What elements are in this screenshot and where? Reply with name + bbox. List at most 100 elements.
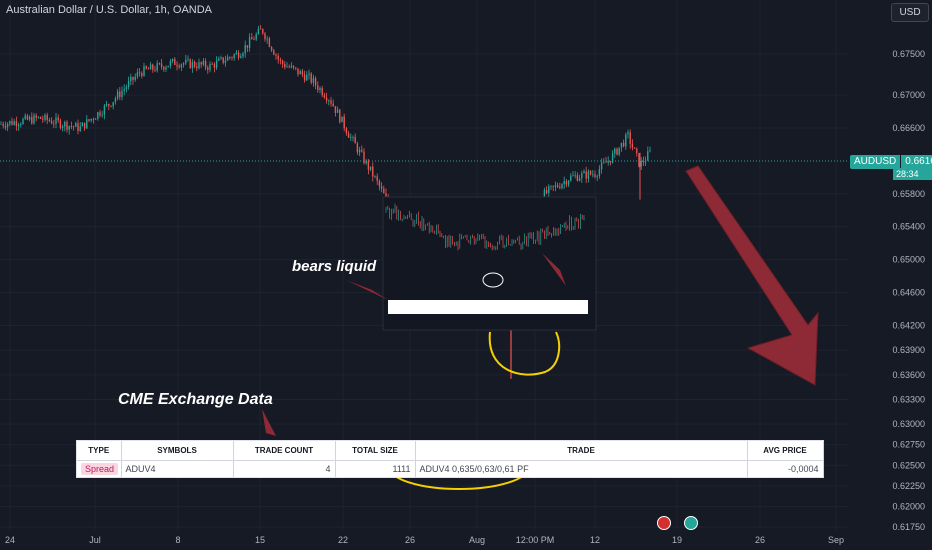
candle-body: [636, 148, 638, 154]
economic-event-flag-icon[interactable]: [684, 516, 698, 530]
candle-body: [59, 120, 62, 128]
table-row: Spread ADUV4 4 1111 ADUV4 0,635/0,63/0,6…: [77, 460, 824, 477]
inset-candles: [385, 203, 585, 251]
candle-body: [614, 148, 616, 154]
candle-body: [6, 123, 9, 128]
candle-body: [240, 56, 242, 58]
price-tick-label: 0.62250: [892, 481, 925, 491]
candle-body: [625, 134, 627, 147]
candle-body: [350, 136, 352, 138]
candle-body: [132, 76, 134, 80]
candle-body: [97, 112, 99, 119]
candle-body: [226, 57, 229, 61]
price-tick-label: 0.63000: [892, 419, 925, 429]
candle-body: [343, 116, 345, 129]
candle-body: [94, 118, 97, 120]
candle-body: [191, 62, 194, 69]
candle-body: [578, 178, 581, 181]
price-tick-label: 0.63900: [892, 345, 925, 355]
candle-body: [334, 106, 337, 113]
price-tick-label: 0.62750: [892, 440, 925, 450]
candle-body: [101, 114, 103, 116]
candle-body: [640, 160, 642, 167]
candle-body: [603, 161, 605, 163]
candle-body: [264, 33, 266, 40]
inset-screenshot: [382, 196, 597, 331]
candle-body: [561, 184, 563, 189]
candle-body: [631, 143, 634, 148]
candle-body: [378, 180, 381, 187]
annotation-arrows: [262, 165, 819, 436]
candle-body: [50, 120, 53, 124]
candle-body: [372, 166, 374, 177]
candle-body: [31, 116, 33, 124]
candle-body: [119, 91, 121, 97]
cell-trade-count: 4: [233, 460, 336, 477]
candle-body: [70, 125, 73, 127]
arrow-big-down: [685, 165, 819, 386]
candle-body: [543, 189, 546, 202]
candle-body: [237, 52, 240, 58]
bears-annotation: bears liquid: [292, 258, 377, 275]
candle-body: [204, 61, 207, 68]
candle-body: [297, 68, 299, 75]
current-price-value: 0.66160: [901, 155, 932, 169]
candle-body: [211, 63, 213, 65]
candle-body: [365, 160, 367, 164]
candle-body: [141, 73, 143, 77]
candle-body: [114, 98, 117, 102]
candle-body: [284, 63, 286, 68]
economic-event-flag-icon[interactable]: [657, 516, 671, 530]
candle-body: [53, 123, 55, 125]
candle-body: [149, 64, 152, 70]
candle-body: [251, 37, 253, 40]
candle-body: [33, 115, 35, 124]
candle-body: [222, 57, 224, 63]
time-tick-label: Jul: [89, 535, 101, 545]
price-tick-label: 0.61750: [892, 522, 925, 532]
price-tick-label: 0.67500: [892, 49, 925, 59]
candle-body: [321, 88, 323, 96]
candle-body: [215, 60, 218, 68]
time-tick-label: 22: [338, 535, 348, 545]
candle-body: [622, 142, 625, 147]
time-tick-label: 8: [175, 535, 180, 545]
candle-body: [356, 143, 359, 153]
cme-data-table: TYPE SYMBOLS TRADE COUNT TOTAL SIZE TRAD…: [76, 440, 824, 478]
candle-body: [290, 65, 293, 68]
price-tick-label: 0.62500: [892, 460, 925, 470]
candle-body: [308, 73, 310, 75]
candle-body: [638, 153, 640, 167]
candle-body: [92, 118, 95, 120]
candle-body: [592, 174, 594, 176]
candle-body: [169, 61, 172, 66]
candle-body: [286, 66, 288, 68]
candle-body: [134, 76, 136, 80]
candle-body: [295, 67, 297, 69]
candle-body: [130, 76, 132, 82]
candle-body: [224, 60, 227, 63]
candle-body: [367, 160, 370, 170]
currency-button[interactable]: USD: [891, 3, 929, 22]
candle-body: [565, 181, 568, 185]
candle-body: [209, 63, 211, 70]
candle-body: [11, 120, 13, 125]
candle-body: [182, 63, 185, 65]
candle-body: [64, 121, 66, 127]
candle-body: [79, 126, 81, 131]
candle-body: [35, 115, 37, 118]
candle-body: [589, 171, 592, 175]
candle-body: [563, 181, 565, 185]
candle-body: [345, 128, 348, 134]
candle-body: [55, 117, 57, 124]
candle-body: [552, 185, 554, 187]
candle-body: [218, 58, 220, 61]
candle-body: [262, 28, 264, 34]
bar-countdown: 28:34: [893, 168, 932, 180]
candle-body: [323, 95, 326, 98]
candle-body: [48, 119, 51, 121]
time-tick-label: 12:00 PM: [516, 535, 555, 545]
candle-body: [616, 148, 618, 155]
candle-body: [620, 142, 623, 148]
candle-body: [233, 54, 235, 58]
